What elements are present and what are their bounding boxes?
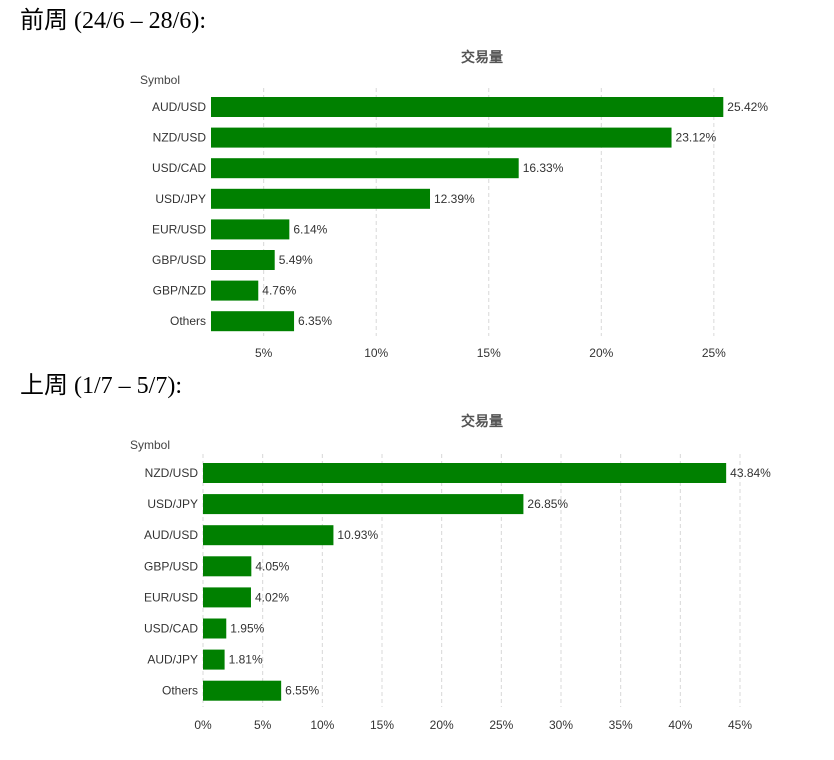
week2-data-label: 4.02%: [255, 590, 289, 604]
week2-category-label: NZD/USD: [145, 466, 199, 480]
week2-xtick-label: 10%: [310, 718, 334, 732]
week1-category-label: NZD/USD: [153, 131, 207, 145]
week1-data-label: 6.35%: [298, 314, 332, 328]
week2-xtick-label: 5%: [254, 718, 272, 732]
week1-data-label: 23.12%: [676, 131, 717, 145]
week1-bar: [211, 219, 290, 240]
week2-data-label: 1.81%: [229, 653, 263, 667]
week1-yaxis-label: Symbol: [140, 73, 180, 87]
week1-category-label: GBP/USD: [152, 253, 206, 267]
week1-category-label: Others: [170, 314, 206, 328]
week2-data-label: 43.84%: [730, 466, 771, 480]
week2-bar: [203, 680, 282, 701]
week2-xtick-label: 15%: [370, 718, 394, 732]
week2-data-label: 1.95%: [230, 622, 264, 636]
week2-bar: [203, 525, 334, 546]
week2-xtick-label: 25%: [489, 718, 513, 732]
week2-xtick-label: 35%: [609, 718, 633, 732]
week1-volume-chart: 交易量 Symbol 5% 10% 15% 20% 25% AUD/USD 25.42% NZD/…: [140, 49, 768, 360]
week2-bar: [203, 618, 227, 639]
week1-data-label: 12.39%: [434, 192, 475, 206]
week2-category-label: AUD/USD: [144, 528, 198, 542]
week1-bar: [211, 311, 295, 332]
week1-bar: [211, 158, 519, 179]
week1-bar: [211, 97, 724, 117]
week1-data-label: 25.42%: [727, 100, 768, 114]
week2-category-label: AUD/JPY: [147, 653, 198, 667]
week1-bar: [211, 250, 275, 270]
week1-data-label: 6.14%: [293, 222, 327, 236]
week2-xtick-label: 40%: [668, 718, 692, 732]
week2-category-label: Others: [162, 684, 198, 698]
week1-xtick-label: 10%: [364, 346, 388, 360]
week2-data-label: 10.93%: [337, 528, 378, 542]
week2-bar: [203, 494, 524, 515]
week1-xtick-label: 25%: [702, 346, 726, 360]
week2-bar: [203, 649, 225, 670]
week2-category-label: USD/JPY: [147, 497, 198, 511]
week2-heading: 上周 (1/7 – 5/7):: [20, 373, 182, 399]
week1-category-label: GBP/NZD: [153, 284, 207, 298]
week2-bar: [203, 463, 727, 483]
week2-xtick-label: 20%: [430, 718, 454, 732]
week1-bar: [211, 127, 672, 148]
week1-xtick-label: 5%: [255, 346, 273, 360]
week1-data-label: 5.49%: [279, 253, 313, 267]
week1-data-label: 4.76%: [262, 284, 296, 298]
week2-yaxis-label: Symbol: [130, 438, 170, 452]
week1-category-label: EUR/USD: [152, 222, 206, 236]
week2-category-label: USD/CAD: [144, 622, 198, 636]
week2-category-label: EUR/USD: [144, 590, 198, 604]
week1-bar: [211, 280, 259, 301]
week2-volume-chart: 交易量 Symbol 0% 5% 10% 15% 20% 25% 30% 35% 40% 45% NZD…: [130, 413, 771, 732]
week2-bar: [203, 587, 251, 608]
week1-xtick-label: 20%: [589, 346, 613, 360]
week1-bar: [211, 188, 431, 209]
week2-data-label: 26.85%: [527, 497, 568, 511]
week2-bar: [203, 556, 252, 577]
week2-data-label: 6.55%: [285, 684, 319, 698]
week1-chart-title: 交易量: [461, 49, 503, 65]
week1-category-label: USD/CAD: [152, 161, 206, 175]
week2-xtick-label: 0%: [194, 718, 212, 732]
week2-xtick-label: 30%: [549, 718, 573, 732]
week2-chart-title: 交易量: [461, 413, 503, 429]
week2-data-label: 4.05%: [255, 559, 289, 573]
week1-category-label: USD/JPY: [155, 192, 206, 206]
week2-category-label: GBP/USD: [144, 559, 198, 573]
week1-xtick-label: 15%: [477, 346, 501, 360]
week1-heading: 前周 (24/6 – 28/6):: [20, 8, 206, 34]
week1-category-label: AUD/USD: [152, 100, 206, 114]
week1-data-label: 16.33%: [523, 161, 564, 175]
week2-xtick-label: 45%: [728, 718, 752, 732]
